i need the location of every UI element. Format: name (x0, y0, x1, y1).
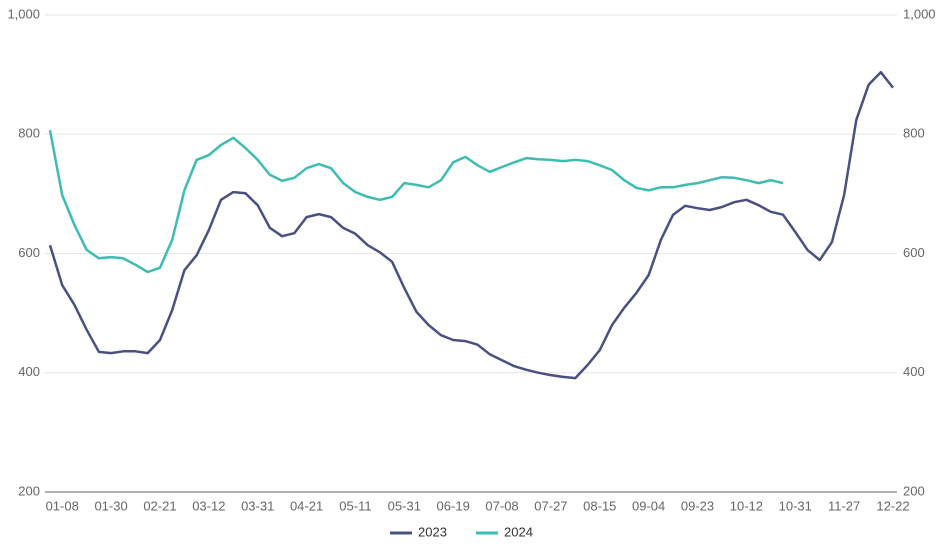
x-tick-label: 03-12 (192, 498, 225, 513)
x-tick-label: 01-08 (46, 498, 79, 513)
legend-label: 2023 (418, 524, 447, 539)
y2-tick-label: 400 (903, 364, 925, 379)
x-tick-label: 11-27 (828, 498, 860, 513)
x-tick-label: 09-23 (681, 498, 714, 513)
x-tick-label: 08-15 (583, 498, 616, 513)
x-tick-label: 06-19 (437, 498, 470, 513)
y-tick-label: 800 (18, 126, 40, 141)
legend-label: 2024 (504, 524, 533, 539)
y-tick-label: 600 (18, 245, 40, 260)
y2-tick-label: 200 (903, 483, 925, 498)
x-tick-label: 07-08 (485, 498, 518, 513)
y-tick-label: 200 (18, 483, 40, 498)
y2-tick-label: 1,000 (903, 6, 936, 21)
y-tick-label: 1,000 (7, 6, 40, 21)
x-tick-label: 03-31 (241, 498, 274, 513)
line-series (48, 129, 784, 274)
y-tick-label: 400 (18, 364, 40, 379)
x-tick-label: 12-22 (876, 498, 909, 513)
x-tick-label: 07-27 (534, 498, 567, 513)
x-tick-label: 02-21 (143, 498, 176, 513)
x-tick-label: 09-04 (632, 498, 665, 513)
x-tick-label: 10-31 (779, 498, 812, 513)
x-tick-label: 01-30 (94, 498, 127, 513)
line-series (48, 70, 894, 380)
x-tick-label: 05-31 (388, 498, 421, 513)
x-tick-label: 10-12 (730, 498, 763, 513)
x-tick-label: 04-21 (290, 498, 323, 513)
y2-tick-label: 800 (903, 126, 925, 141)
x-tick-label: 05-11 (339, 498, 371, 513)
y2-tick-label: 600 (903, 245, 925, 260)
